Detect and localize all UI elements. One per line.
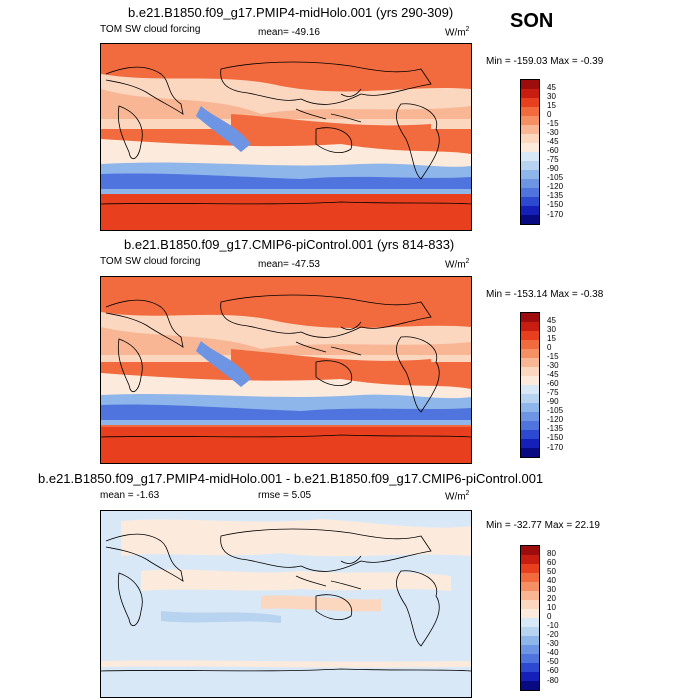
colorbar-tick-label: 30	[547, 585, 556, 594]
colorbar-tick-label: -40	[547, 648, 559, 657]
panel-2-units: W/m2	[445, 258, 470, 271]
colorbar-tick-label: -135	[547, 424, 564, 433]
panel-2-map-graphic	[101, 277, 471, 463]
colorbar-tick-label: -60	[547, 146, 559, 155]
colorbar-tick-label: -170	[547, 443, 564, 452]
colorbar-tick-label: -120	[547, 415, 564, 424]
colorbar-tick-label: -150	[547, 200, 564, 209]
colorbar-tick-label: 45	[547, 316, 556, 325]
colorbar-tick-label: -60	[547, 379, 559, 388]
panel-3-mean-label: mean = -1.63	[100, 490, 160, 501]
panel-3-map	[100, 510, 472, 698]
panel-2-colorbar	[520, 312, 540, 458]
colorbar-tick-label: -75	[547, 155, 559, 164]
panel-1-colorbar	[520, 79, 540, 225]
colorbar-tick-label: 0	[547, 612, 552, 621]
colorbar-tick-label: 45	[547, 83, 556, 92]
panel-1-map	[100, 43, 472, 231]
panel-3-colorbar	[520, 545, 540, 691]
colorbar-tick-label: -45	[547, 137, 559, 146]
colorbar-tick-label: 15	[547, 101, 556, 110]
colorbar-tick-label: -30	[547, 128, 559, 137]
colorbar-tick-label: -15	[547, 119, 559, 128]
panel-1-field-label: TOM SW cloud forcing	[100, 24, 201, 35]
colorbar-tick-label: -45	[547, 370, 559, 379]
colorbar-tick-label: 10	[547, 603, 556, 612]
colorbar-tick-label: 40	[547, 576, 556, 585]
panel-2-minmax: Min = -153.14 Max = -0.38	[486, 289, 604, 300]
colorbar-tick-label: -30	[547, 361, 559, 370]
panel-3-units: W/m2	[445, 490, 470, 503]
colorbar-tick-label: -15	[547, 352, 559, 361]
colorbar-tick-label: -75	[547, 388, 559, 397]
panel-2-map	[100, 276, 472, 464]
colorbar-tick-label: -30	[547, 639, 559, 648]
colorbar-tick-label: 80	[547, 549, 556, 558]
colorbar-tick-label: 50	[547, 567, 556, 576]
colorbar-tick-label: -80	[547, 676, 559, 685]
panel-1-map-graphic	[101, 44, 471, 230]
colorbar-tick-label: -105	[547, 406, 564, 415]
panel-2-mean-label: mean= -47.53	[258, 259, 320, 270]
colorbar-tick-label: -150	[547, 433, 564, 442]
season-label: SON	[510, 10, 554, 32]
panel-1-minmax: Min = -159.03 Max = -0.39	[486, 56, 604, 67]
colorbar-tick-label: 60	[547, 558, 556, 567]
panel-3-title: b.e21.B1850.f09_g17.PMIP4-midHolo.001 - …	[38, 471, 544, 486]
panel-3-map-graphic	[101, 511, 471, 697]
colorbar-tick-label: 0	[547, 110, 552, 119]
colorbar-tick-label: -60	[547, 666, 559, 675]
colorbar-tick-label: -90	[547, 397, 559, 406]
colorbar-tick-label: -20	[547, 630, 559, 639]
colorbar-tick-label: 15	[547, 334, 556, 343]
colorbar-tick-label: -10	[547, 621, 559, 630]
panel-3-minmax: Min = -32.77 Max = 22.19	[486, 520, 600, 531]
panel-1-mean-label: mean= -49.16	[258, 27, 320, 38]
colorbar-tick-label: 20	[547, 594, 556, 603]
panel-1-title: b.e21.B1850.f09_g17.PMIP4-midHolo.001 (y…	[128, 5, 454, 20]
panel-2-field-label: TOM SW cloud forcing	[100, 256, 201, 267]
colorbar-tick-label: 0	[547, 343, 552, 352]
colorbar-tick-label: -50	[547, 657, 559, 666]
colorbar-tick-label: -105	[547, 173, 564, 182]
colorbar-tick-label: 30	[547, 92, 556, 101]
panel-1-units: W/m2	[445, 26, 470, 39]
colorbar-tick-label: -120	[547, 182, 564, 191]
colorbar-tick-label: 30	[547, 325, 556, 334]
colorbar-tick-label: -170	[547, 210, 564, 219]
colorbar-tick-label: -135	[547, 191, 564, 200]
colorbar-tick-label: -90	[547, 164, 559, 173]
panel-2-title: b.e21.B1850.f09_g17.CMIP6-piControl.001 …	[124, 237, 455, 252]
panel-3-rmse-label: rmse = 5.05	[258, 490, 312, 501]
